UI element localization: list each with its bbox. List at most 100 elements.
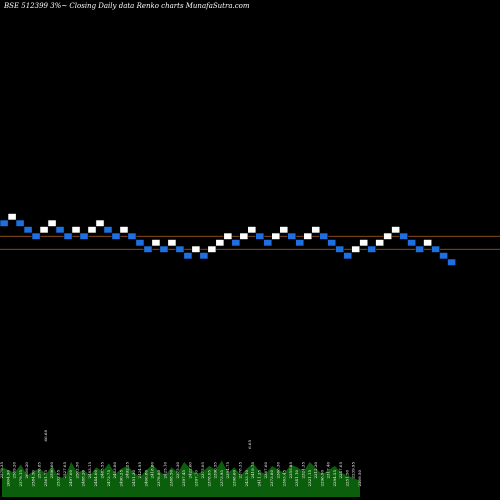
- renko-brick: [351, 245, 361, 253]
- volume-annotation: 66.68: [43, 430, 48, 442]
- renko-brick: [167, 239, 177, 247]
- renko-brick: [119, 226, 129, 234]
- renko-brick: [279, 226, 289, 234]
- renko-brick: [39, 226, 49, 234]
- renko-brick: [151, 239, 161, 247]
- volume-labels: 2579.35 2604.90 2569.20 2579.15 2609.20 2584.…: [0, 462, 362, 487]
- volume-label: 2378.05: [206, 470, 211, 487]
- renko-brick: [247, 226, 257, 234]
- renko-brick: [0, 219, 9, 227]
- volume-panel: [2, 460, 360, 497]
- volume-label: 2406.80: [143, 470, 148, 487]
- renko-brick: [31, 232, 41, 240]
- volume-annotations: 66.68 6.65: [43, 430, 252, 449]
- renko-brick: [199, 252, 209, 260]
- renko-brick: [391, 226, 401, 234]
- volume-label: 2490.25: [118, 470, 123, 487]
- renko-brick: [23, 226, 33, 234]
- volume-label: 2367.60: [263, 462, 268, 479]
- renko-brick: [135, 239, 145, 247]
- renko-brick: [103, 226, 113, 234]
- renko-brick: [399, 232, 409, 240]
- volume-label: 2609.20: [24, 462, 29, 479]
- renko-bricks: [0, 213, 456, 266]
- volume-label: 2355.85: [288, 462, 293, 479]
- volume-label: 2317.40: [326, 462, 331, 479]
- renko-brick: [207, 245, 217, 253]
- renko-brick: [7, 213, 17, 221]
- renko-brick: [55, 226, 65, 234]
- volume-label: 2411.35: [257, 470, 262, 487]
- volume-label: 2492.25: [125, 462, 130, 479]
- renko-brick: [239, 232, 249, 240]
- volume-label: 2451.30: [131, 470, 136, 487]
- renko-brick: [439, 252, 449, 260]
- renko-brick: [383, 232, 393, 240]
- renko-brick: [343, 252, 353, 260]
- volume-label: 2532.85: [56, 470, 61, 487]
- volume-label: 2584.50: [30, 470, 35, 487]
- volume-area: [2, 460, 360, 497]
- volume-label: 2312.30: [313, 462, 318, 479]
- volume-label: 2527.65: [62, 462, 67, 479]
- renko-brick: [183, 252, 193, 260]
- volume-label: 2398.60: [231, 470, 236, 487]
- renko-brick: [159, 245, 169, 253]
- renko-brick: [143, 245, 153, 253]
- renko-brick: [191, 245, 201, 253]
- volume-label: 2497.00: [68, 470, 73, 487]
- volume-label: 2397.45: [181, 470, 186, 487]
- volume-label: 2418.80: [150, 462, 155, 479]
- renko-brick: [47, 219, 57, 227]
- renko-brick: [263, 239, 273, 247]
- renko-brick: [359, 239, 369, 247]
- volume-label: 2590.00: [49, 462, 54, 479]
- renko-brick: [111, 232, 121, 240]
- renko-brick: [175, 245, 185, 253]
- volume-label: 2424.95: [137, 462, 142, 479]
- renko-brick: [287, 232, 297, 240]
- renko-brick: [327, 239, 337, 247]
- volume-label: 2296.90: [319, 470, 324, 487]
- renko-brick: [223, 232, 233, 240]
- volume-label: 2394.75: [225, 462, 230, 479]
- volume-label: 2397.10: [194, 470, 199, 487]
- renko-brick: [63, 232, 73, 240]
- renko-brick: [415, 245, 425, 253]
- volume-label: 2378.35: [238, 462, 243, 479]
- renko-brick: [271, 232, 281, 240]
- volume-label: 2375.30: [175, 462, 180, 479]
- volume-label: 2425.10: [162, 462, 167, 479]
- volume-label: 2294.55: [332, 470, 337, 487]
- renko-brick: [311, 226, 321, 234]
- renko-brick: [423, 239, 433, 247]
- volume-label: 2433.10: [244, 470, 249, 487]
- volume-label: 2375.05: [200, 462, 205, 479]
- volume-label: 2569.20: [12, 462, 17, 479]
- volume-annotation: 6.65: [247, 440, 252, 449]
- renko-brick: [79, 232, 89, 240]
- volume-label: 2502.50: [74, 462, 79, 479]
- volume-label: 2473.75: [106, 470, 111, 487]
- volume-label: 2373.80: [269, 470, 274, 487]
- volume-label: 2604.90: [5, 470, 10, 487]
- renko-brick: [127, 232, 137, 240]
- volume-label: 2324.35: [300, 462, 305, 479]
- volume-label: 2463.80: [112, 462, 117, 479]
- renko-brick: [335, 245, 345, 253]
- renko-brick: [255, 232, 265, 240]
- volume-label: 2561.75: [43, 470, 48, 487]
- volume-label: 2419.75: [250, 462, 255, 479]
- renko-brick: [407, 239, 417, 247]
- volume-label: 2422.60: [187, 462, 192, 479]
- volume-label: 2378.80: [156, 470, 161, 487]
- volume-label: 2444.00: [93, 470, 98, 487]
- volume-label: 2363.45: [282, 470, 287, 487]
- volume-label: 2341.10: [294, 470, 299, 487]
- chart-title: BSE 512399 3%~ Closing Daily data Renko …: [3, 2, 250, 10]
- renko-brick: [319, 232, 329, 240]
- volume-label: 2239.95: [351, 462, 356, 479]
- volume-label: 2366.30: [275, 462, 280, 479]
- renko-brick: [215, 239, 225, 247]
